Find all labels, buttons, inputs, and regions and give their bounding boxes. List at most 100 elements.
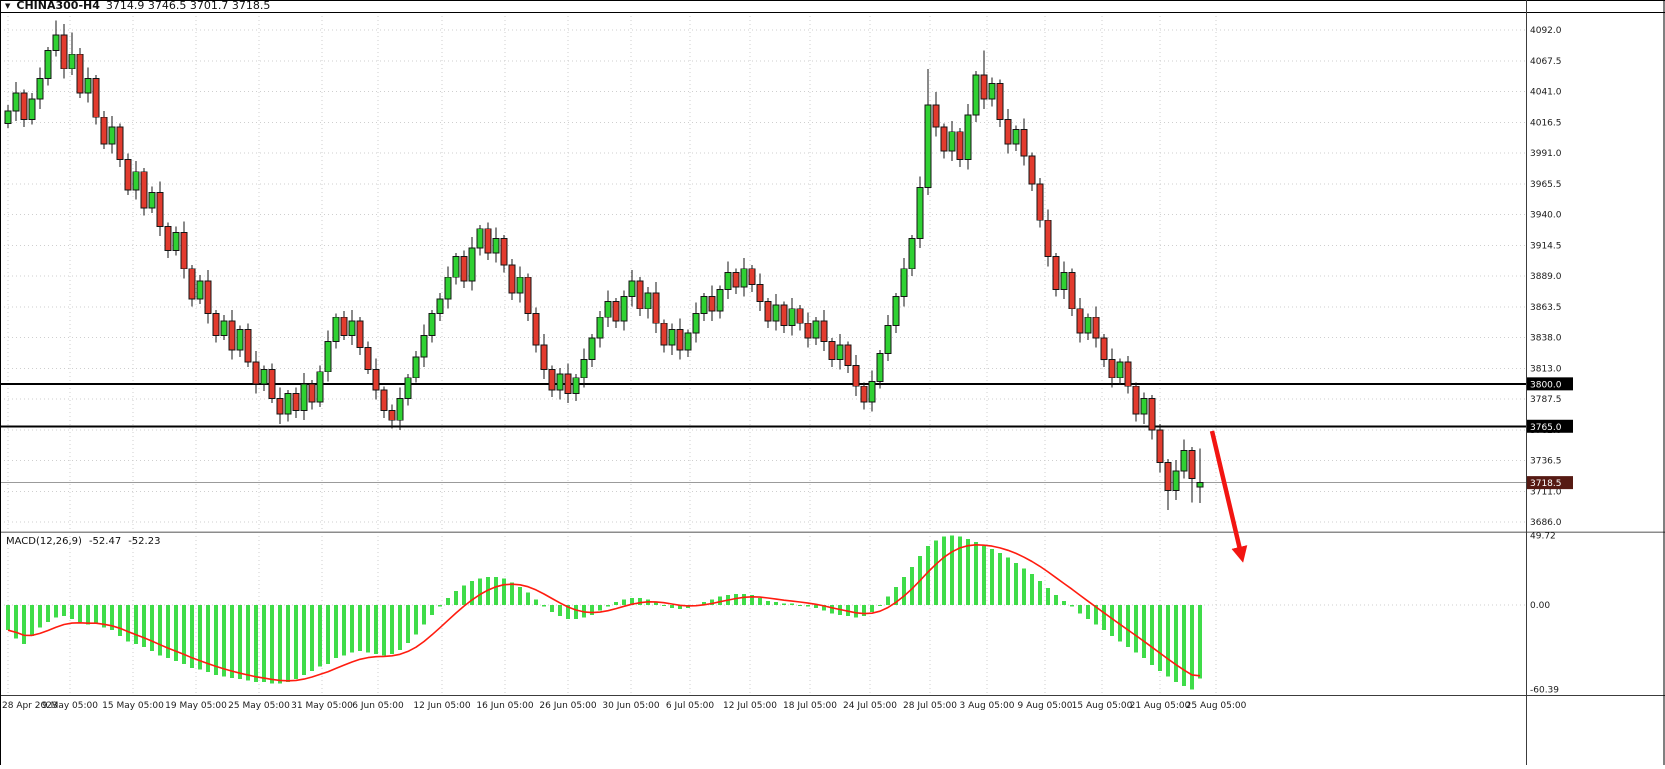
macd-bar <box>94 605 98 624</box>
candle <box>276 397 284 415</box>
candle <box>604 300 612 318</box>
macd-bar <box>62 605 66 617</box>
macd-bar <box>774 602 778 605</box>
candle <box>796 308 804 324</box>
candle <box>68 53 76 70</box>
macd-bar <box>462 585 466 605</box>
macd-bar <box>854 605 858 618</box>
candle <box>516 276 524 294</box>
price-tag-box <box>1527 476 1573 490</box>
macd-bar <box>750 595 754 605</box>
candle <box>812 320 820 339</box>
candle <box>564 373 572 394</box>
candle <box>676 328 684 351</box>
macd-signal-curve <box>7 543 1201 682</box>
candle <box>908 237 916 270</box>
price-tag-box <box>1527 377 1573 391</box>
price-tag-box <box>1527 419 1573 433</box>
macd-bar <box>54 605 58 618</box>
macd-bar <box>1054 595 1058 605</box>
candle <box>892 296 900 327</box>
price-axis-label: 3813.0 <box>1530 364 1562 374</box>
macd-bar <box>398 605 402 650</box>
macd-bar <box>806 605 810 607</box>
candle <box>820 320 828 342</box>
candle <box>188 268 196 300</box>
candle <box>916 187 924 239</box>
macd-bar <box>142 605 146 647</box>
candle <box>396 397 404 421</box>
macd-bar <box>126 605 130 642</box>
macd-bar <box>510 582 514 605</box>
candle <box>844 344 852 367</box>
trend-arrow-line[interactable] <box>1209 430 1248 563</box>
macd-bar <box>1102 605 1106 631</box>
macd-bar <box>174 605 178 661</box>
candle <box>548 368 556 391</box>
trend-arrow[interactable] <box>1209 430 1248 563</box>
candle <box>684 332 692 351</box>
macd-axis-label: 0.00 <box>1530 601 1550 611</box>
candle <box>852 365 860 387</box>
time-axis-label: 18 Jul 05:00 <box>783 701 837 711</box>
candle <box>972 74 980 116</box>
candle <box>180 231 188 270</box>
macd-bar <box>446 598 450 605</box>
macd-bar <box>374 605 378 654</box>
macd-bar <box>758 598 762 605</box>
candle <box>644 292 652 310</box>
price-axis-label: 3889.0 <box>1530 272 1562 282</box>
macd-signal-value: -52.23 <box>128 536 161 547</box>
macd-bar <box>926 546 930 605</box>
macd-bar <box>326 605 330 664</box>
candle <box>596 316 604 339</box>
candle <box>876 353 884 382</box>
candle <box>932 104 940 128</box>
candle <box>300 383 308 411</box>
macd-bar <box>342 605 346 656</box>
macd-bar <box>46 605 50 622</box>
candle <box>124 159 132 191</box>
macd-bar <box>1038 581 1042 605</box>
candle <box>348 320 356 336</box>
candle <box>36 78 44 100</box>
candle <box>44 50 52 79</box>
candle <box>228 320 236 351</box>
candle <box>1100 337 1108 361</box>
macd-bar <box>190 605 194 668</box>
macd-bar <box>814 605 818 608</box>
candle <box>108 126 116 145</box>
macd-bar <box>438 605 442 607</box>
candle <box>20 92 28 121</box>
candle <box>412 356 420 379</box>
candle <box>836 344 844 361</box>
price-axis-label: 4041.0 <box>1530 88 1562 98</box>
price-axis[interactable]: 4092.0 4067.5 4041.0 4016.5 3991.0 3965.5 3940… <box>1530 26 1562 696</box>
macd-bar <box>670 605 674 608</box>
candle <box>900 268 908 298</box>
time-axis-label: 21 Aug 05:00 <box>1130 701 1191 711</box>
candle <box>244 328 252 363</box>
macd-bar <box>958 536 962 605</box>
macd-bar <box>134 605 138 645</box>
macd-bar <box>318 605 322 667</box>
candle <box>772 304 780 322</box>
macd-bar <box>550 605 554 612</box>
candle <box>1124 361 1132 387</box>
candle <box>204 280 212 315</box>
macd-bar <box>110 605 114 631</box>
price-axis-label: 4067.5 <box>1530 57 1562 67</box>
symbol-dropdown-icon[interactable]: ▼ <box>5 2 11 10</box>
macd-bar <box>638 598 642 605</box>
macd-bar <box>1070 605 1074 607</box>
candle <box>236 328 244 351</box>
candle <box>1044 219 1052 258</box>
macd-bar <box>870 605 874 612</box>
candle <box>484 228 492 254</box>
macd-bar <box>894 586 898 605</box>
macd-bar <box>598 605 602 611</box>
candle <box>148 191 156 209</box>
